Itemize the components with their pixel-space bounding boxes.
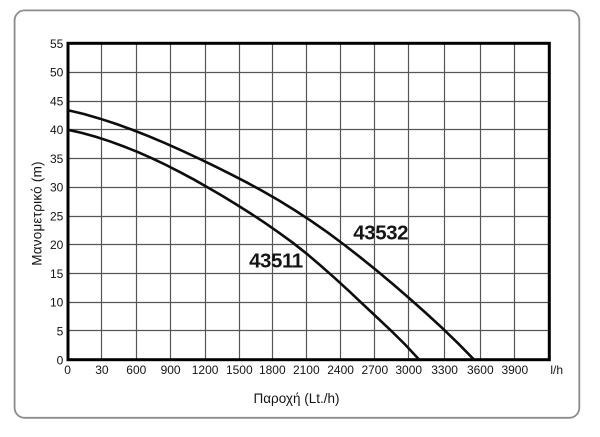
svg-text:30: 30 — [95, 363, 109, 377]
svg-text:0: 0 — [64, 363, 71, 377]
svg-text:43532: 43532 — [353, 222, 408, 245]
svg-text:2100: 2100 — [293, 363, 320, 377]
svg-text:55: 55 — [50, 37, 64, 51]
svg-text:3600: 3600 — [467, 363, 494, 377]
svg-text:35: 35 — [50, 152, 64, 166]
svg-text:45: 45 — [50, 94, 64, 108]
svg-text:0: 0 — [57, 353, 64, 367]
svg-text:50: 50 — [50, 66, 64, 80]
svg-text:3900: 3900 — [501, 363, 528, 377]
svg-text:Παροχή (Lt./h): Παροχή (Lt./h) — [254, 391, 340, 406]
svg-text:3300: 3300 — [431, 363, 458, 377]
svg-text:30: 30 — [50, 181, 64, 195]
svg-text:2400: 2400 — [327, 363, 354, 377]
svg-text:1500: 1500 — [226, 363, 253, 377]
svg-text:43511: 43511 — [249, 250, 303, 273]
svg-text:40: 40 — [50, 123, 64, 137]
svg-text:25: 25 — [50, 209, 64, 223]
svg-text:2700: 2700 — [361, 363, 388, 377]
svg-text:10: 10 — [50, 296, 64, 310]
svg-text:l/h: l/h — [550, 363, 563, 377]
svg-text:5: 5 — [57, 325, 64, 339]
svg-text:20: 20 — [50, 238, 64, 252]
svg-text:3000: 3000 — [395, 363, 422, 377]
svg-text:15: 15 — [50, 267, 64, 281]
svg-text:1200: 1200 — [192, 363, 219, 377]
svg-text:900: 900 — [161, 363, 181, 377]
svg-text:Μανομετρικό (m): Μανομετρικό (m) — [30, 161, 45, 266]
svg-text:600: 600 — [126, 363, 146, 377]
svg-text:1800: 1800 — [259, 363, 286, 377]
